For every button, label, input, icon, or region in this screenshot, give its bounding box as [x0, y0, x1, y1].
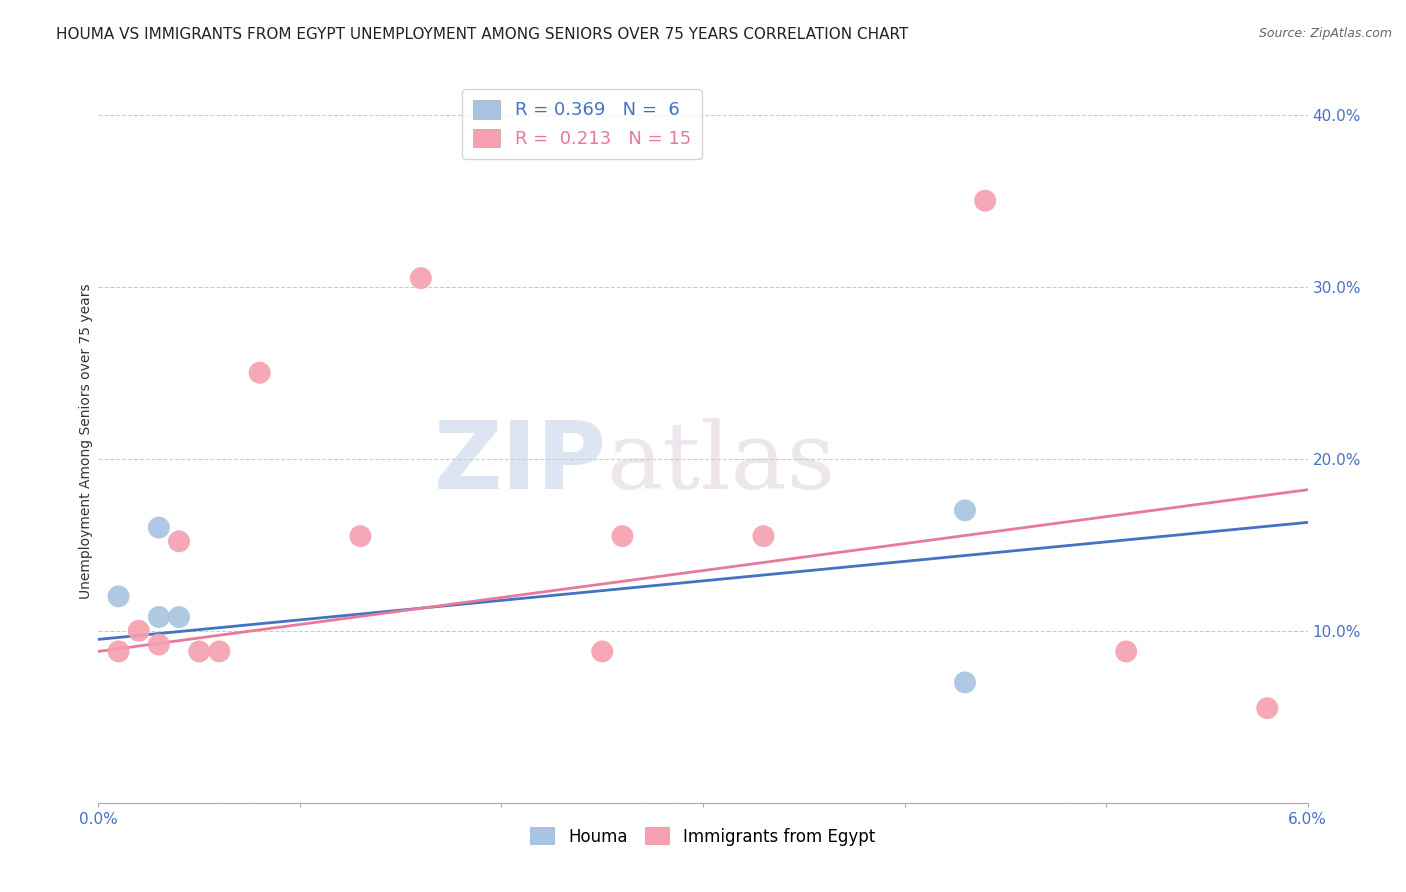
Text: ZIP: ZIP: [433, 417, 606, 509]
Point: [107, 644, 129, 658]
Text: HOUMA VS IMMIGRANTS FROM EGYPT UNEMPLOYMENT AMONG SENIORS OVER 75 YEARS CORRELAT: HOUMA VS IMMIGRANTS FROM EGYPT UNEMPLOYM…: [56, 27, 908, 42]
Text: Source: ZipAtlas.com: Source: ZipAtlas.com: [1258, 27, 1392, 40]
Point: [953, 675, 976, 690]
Point: [167, 534, 190, 549]
Point: [128, 624, 150, 638]
Point: [208, 644, 231, 658]
Point: [752, 529, 775, 543]
Legend: Houma, Immigrants from Egypt: Houma, Immigrants from Egypt: [524, 821, 882, 852]
Point: [107, 590, 129, 604]
Point: [974, 194, 997, 208]
Point: [409, 271, 432, 285]
Point: [188, 644, 211, 658]
Point: [591, 644, 613, 658]
Point: [1256, 701, 1278, 715]
Point: [953, 503, 976, 517]
Point: [167, 610, 190, 624]
Point: [349, 529, 371, 543]
Point: [612, 529, 634, 543]
Point: [148, 520, 170, 534]
Y-axis label: Unemployment Among Seniors over 75 years: Unemployment Among Seniors over 75 years: [79, 284, 93, 599]
Point: [1115, 644, 1137, 658]
Point: [249, 366, 271, 380]
Text: atlas: atlas: [606, 418, 835, 508]
Point: [148, 638, 170, 652]
Point: [148, 610, 170, 624]
